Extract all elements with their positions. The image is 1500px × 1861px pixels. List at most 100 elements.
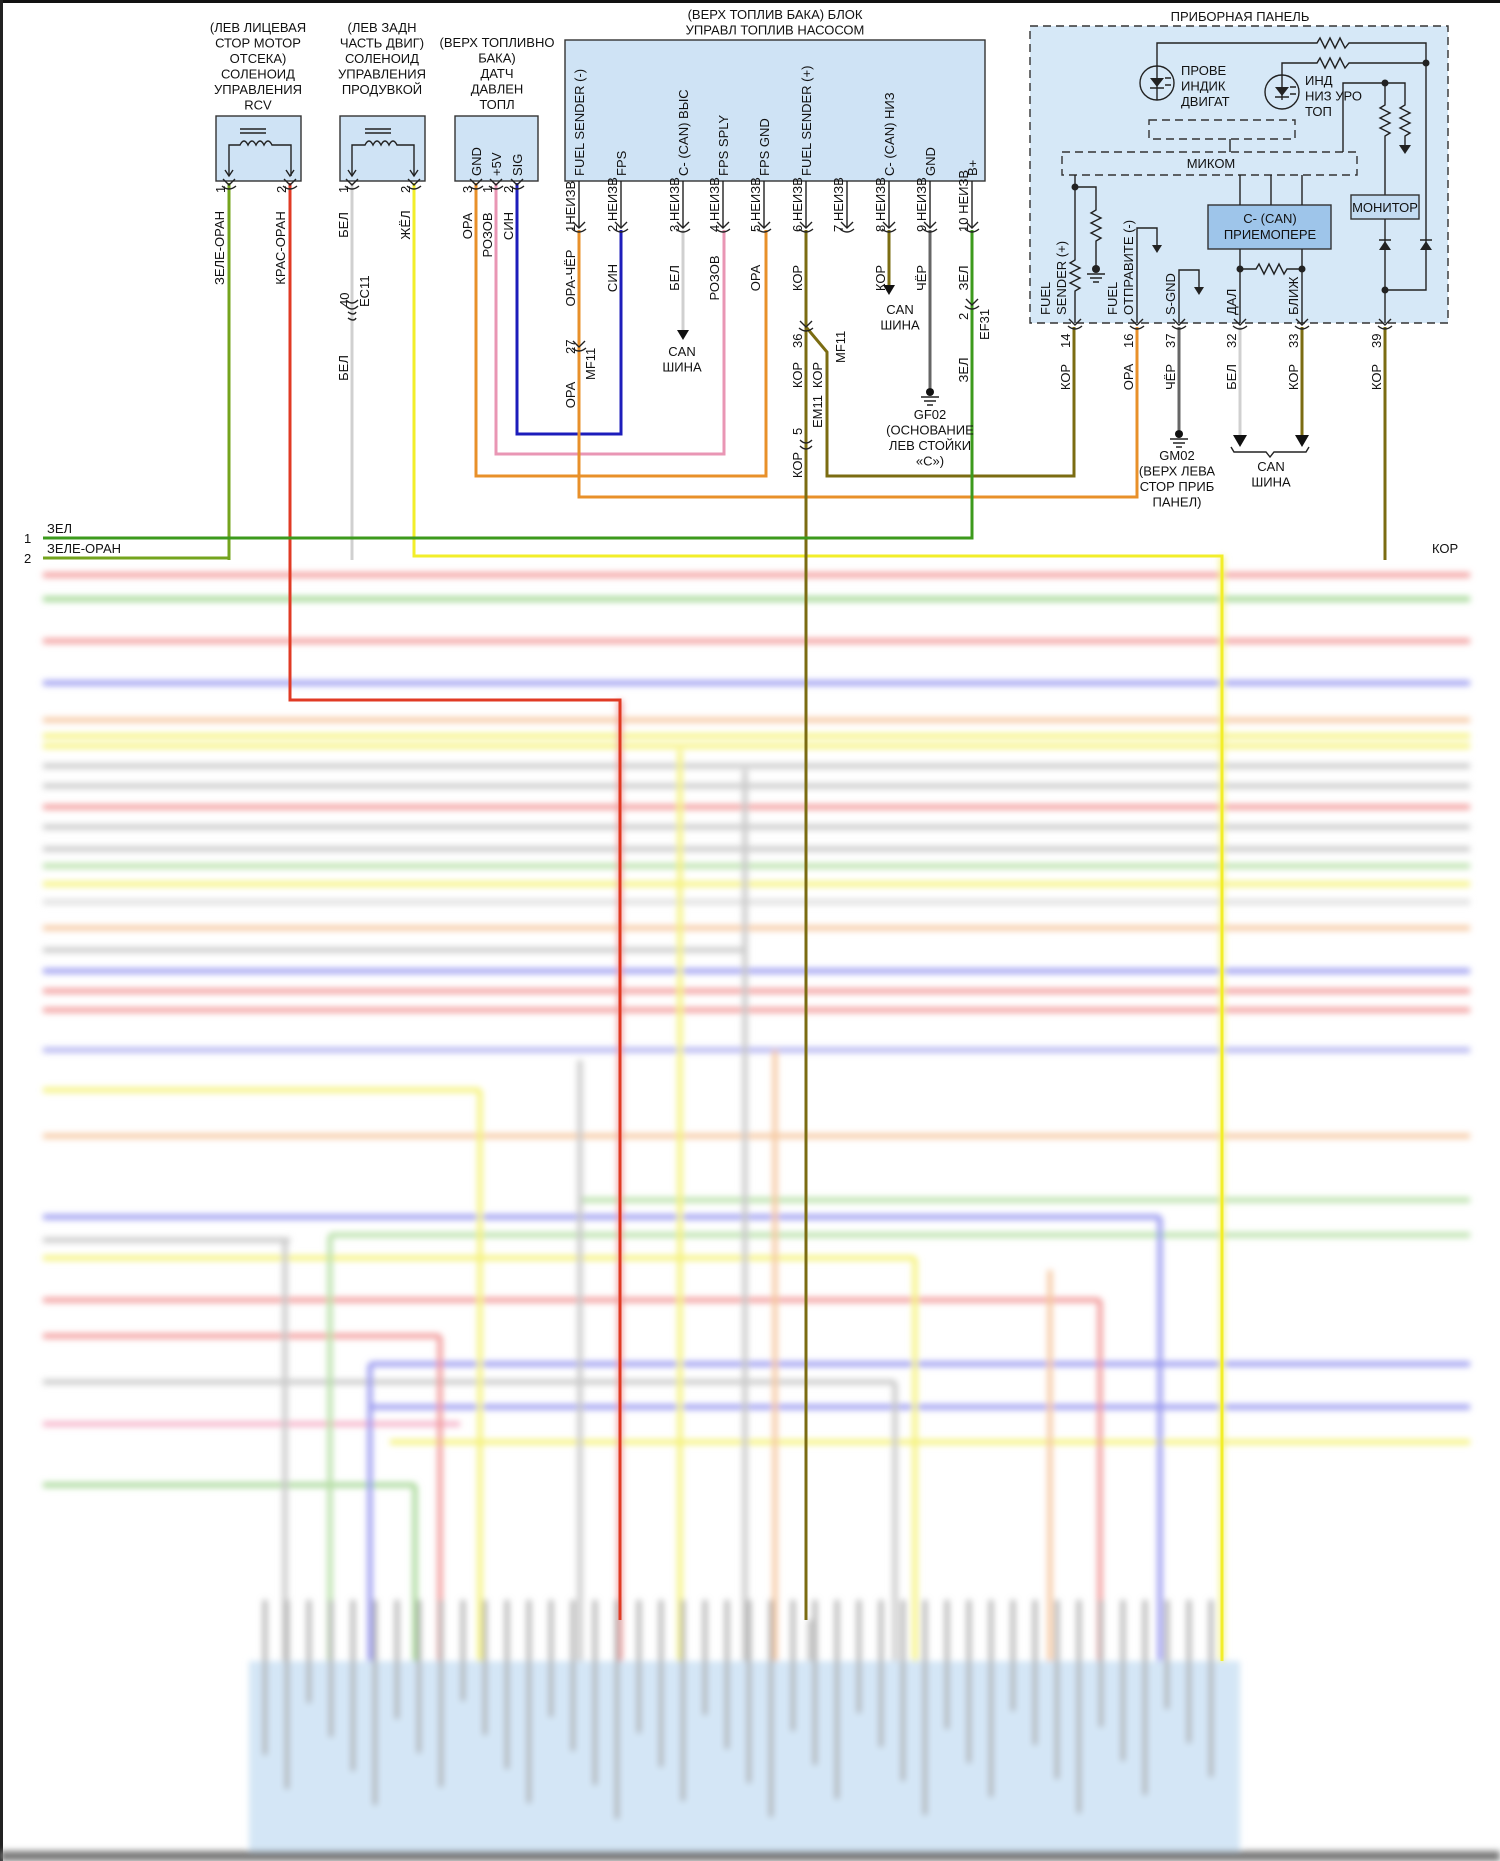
svg-text:EM11: EM11 [810,395,825,428]
svg-text:РОЗОВ: РОЗОВ [480,213,495,258]
svg-text:КОР: КОР [1286,364,1301,390]
svg-text:EF31: EF31 [977,309,992,340]
pump-wire-color: ОРА [748,264,763,291]
micom-block [1061,151,1358,176]
pump-pin-label: FPS [614,150,629,176]
svg-text:EC11: EC11 [357,275,372,307]
connector-icon [964,221,980,233]
coil-icon [224,128,295,178]
connector-icon [922,221,938,233]
svg-text:КОР: КОР [790,362,805,388]
ground-icon [1170,430,1188,448]
connector-icon [488,178,504,190]
svg-text:SENDER (+): SENDER (+) [1054,241,1069,315]
pump-pin-number: 8 НЕИЗВ [873,177,888,232]
pump-wire-color: РОЗОВ [707,256,722,301]
svg-text:FUEL: FUEL [1105,282,1120,315]
connector-icon [798,320,814,332]
svg-text:39: 39 [1369,334,1384,348]
pump-wire-color: ЗЕЛ [956,265,971,290]
wire-yellow [412,183,1224,1661]
svg-text:S-GND: S-GND [1163,273,1178,315]
svg-text:БЕЛ: БЕЛ [336,212,351,238]
svg-text:16: 16 [1121,334,1136,348]
arrow-icon [1233,435,1309,447]
svg-text:ЗЕЛ: ЗЕЛ [956,357,971,382]
svg-text:ПРИЕМОПЕРЕ: ПРИЕМОПЕРЕ [1224,227,1317,242]
pump-pin-label: C- (CAN) НИЗ [882,92,897,176]
pump-pin-label: GND [923,147,938,176]
connector-icon [715,221,731,233]
pump-pin-label: C- (CAN) ВЫС [676,89,691,176]
pump-pin-number: 1НЕИЗВ [563,181,578,232]
check-engine-led-icon [1139,65,1175,101]
connector-icon [344,178,360,190]
svg-text:33: 33 [1286,334,1301,348]
svg-text:БЕЛ: БЕЛ [336,355,351,381]
row-2-wire: ЗЕЛЕ-ОРАН [47,541,121,556]
svg-text:MF11: MF11 [833,331,848,363]
svg-text:ДАЛ: ДАЛ [1224,289,1239,315]
connector-icon [964,298,980,310]
svg-text:5: 5 [790,428,805,435]
svg-text:1: 1 [213,186,228,193]
svg-text:C- (CAN): C- (CAN) [1243,211,1296,226]
pressure-sensor-box [454,115,539,182]
connector-icon [839,221,855,233]
wire-red-orange [288,183,622,1620]
pump-pin-label: FPS SPLY [716,114,731,176]
connector-icon [221,178,237,190]
pump-wire-color: ОРА-ЧЁР [563,250,578,307]
svg-text:ЖЁЛ: ЖЁЛ [398,210,413,239]
micom-label: МИКОМ [1187,156,1236,171]
pump-pin-label: FUEL SENDER (+) [799,66,814,176]
connector-icon [571,340,587,352]
pump-pin-number: 9 НЕИЗВ [914,177,929,232]
purge-solenoid-box [339,115,426,182]
pump-pin-label: B+ [965,160,980,176]
connector-icon [799,439,813,450]
svg-text:КОР: КОР [810,362,825,388]
pin-label-gnd: GND [469,147,484,176]
purge-solenoid: (ЛЕВ ЗАДН ЧАСТЬ ДВИГ) СОЛЕНОИД УПРАВЛЕНИЯ ПР… [338,20,426,182]
connector-icon [468,178,484,190]
connector-icon [798,221,814,233]
row-2-number: 2 [24,551,31,566]
pump-pin-number: 6 НЕИЗВ [790,177,805,232]
fuel-pressure-sensor: (ВЕРХ ТОПЛИВНО БАКА) ДАТЧ ДАВЛЕН ТОПЛ GND +5… [440,35,555,182]
pin-label-sig: SIG [510,154,525,176]
connector-icon [1067,318,1083,330]
pump-wire-color: КОР [873,265,888,291]
connector-icon [881,221,897,233]
pump-pin-number: 4 НЕИЗВ [707,177,722,232]
frame-top [0,0,1500,3]
monitor-label: МОНИТОР [1352,200,1418,215]
wire-pink-5v [494,183,726,456]
ecu-box-blurred [249,1661,1240,1851]
pump-wire-color: СИН [605,264,620,292]
pump-wire-color: КОР [790,265,805,291]
svg-text:2: 2 [398,186,413,193]
svg-text:БЛИЖ: БЛИЖ [1286,277,1301,315]
svg-text:40: 40 [337,293,352,307]
connector-icon [282,178,298,190]
svg-text:3: 3 [460,186,475,193]
can-transceiver-block [1207,204,1332,250]
connector-icon [1129,318,1145,330]
connector-marks [221,178,1393,450]
svg-text:1: 1 [480,186,495,193]
wire-brown-sender [804,230,1076,1620]
ground-icon [921,388,939,406]
connector-icon [756,221,772,233]
svg-text:2: 2 [501,186,516,193]
connector-icon [345,299,359,310]
monitor-block [1350,194,1420,220]
pump-pin-number: 5 НЕИЗВ [748,177,763,232]
